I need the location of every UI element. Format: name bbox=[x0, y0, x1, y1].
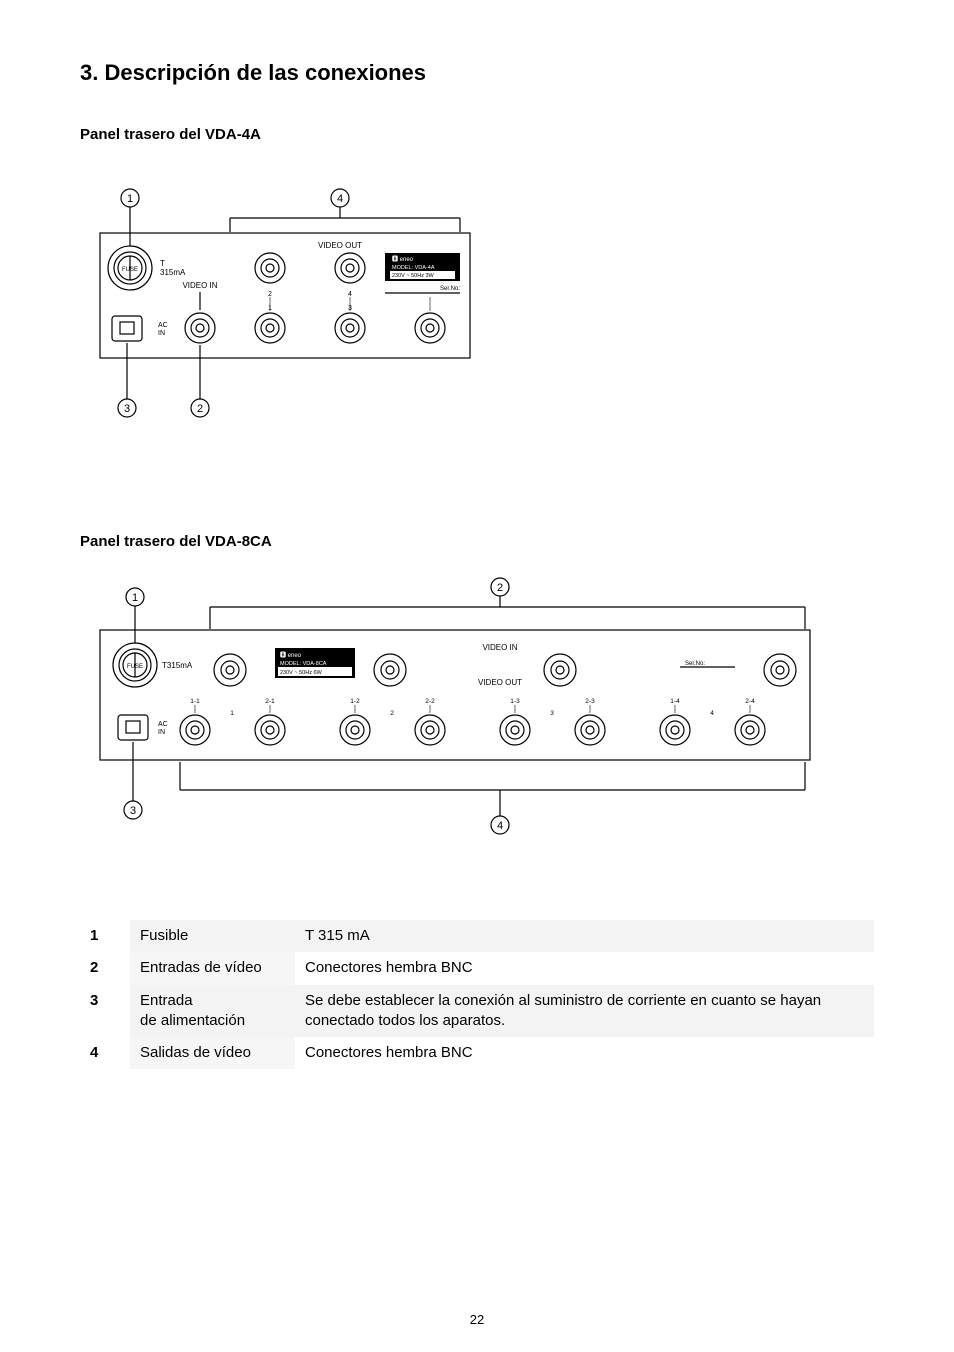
fuse-rating-8: T315mA bbox=[162, 661, 193, 670]
diagram-vda8ca-svg: FUSE T315mA AC IN 🅱 eneo MODEL: VDA-8CA … bbox=[80, 575, 830, 855]
section-title: 3. Descripción de las conexiones bbox=[80, 60, 874, 86]
description-table: 1 Fusible T 315 mA 2 Entradas de vídeo C… bbox=[80, 920, 874, 1069]
out-num-2: 2 bbox=[268, 291, 272, 298]
callout-1: 1 bbox=[127, 193, 133, 205]
svg-text:2: 2 bbox=[390, 710, 394, 717]
row-num: 1 bbox=[80, 920, 130, 952]
acin8-line1: AC bbox=[158, 721, 168, 728]
brand8-label: 🅱 eneo bbox=[280, 652, 302, 659]
table-row: 4 Salidas de vídeo Conectores hembra BNC bbox=[80, 1037, 874, 1069]
row-num: 2 bbox=[80, 952, 130, 984]
video-in8: VIDEO IN bbox=[482, 643, 517, 652]
svg-text:2-1: 2-1 bbox=[265, 698, 275, 705]
row-name: Entradade alimentación bbox=[130, 985, 295, 1038]
svg-text:2-2: 2-2 bbox=[425, 698, 435, 705]
svg-text:1-4: 1-4 bbox=[670, 698, 680, 705]
acin-line1: AC bbox=[158, 322, 168, 329]
bnc-video-in bbox=[185, 313, 215, 343]
fuse-rating-2: 315mA bbox=[160, 268, 186, 277]
video-out8: VIDEO OUT bbox=[478, 678, 522, 687]
row-desc: Se debe establecer la conexión al sumini… bbox=[295, 985, 874, 1038]
row-desc: T 315 mA bbox=[295, 920, 874, 952]
power8-label: 230V ~ 50Hz 6W bbox=[280, 670, 323, 676]
video-out-label: VIDEO OUT bbox=[318, 241, 362, 250]
svg-text:1-2: 1-2 bbox=[350, 698, 360, 705]
model-label: MODEL: VDA-4A bbox=[392, 265, 435, 271]
fuse-rating-1: T bbox=[160, 259, 165, 268]
page-number: 22 bbox=[0, 1312, 954, 1327]
callout8-1: 1 bbox=[132, 592, 138, 604]
svg-text:3: 3 bbox=[550, 710, 554, 717]
table-row: 3 Entradade alimentación Se debe estable… bbox=[80, 985, 874, 1038]
svg-text:2-3: 2-3 bbox=[585, 698, 595, 705]
row-num: 3 bbox=[80, 985, 130, 1038]
row-name: Fusible bbox=[130, 920, 295, 952]
diagram-vda8ca: FUSE T315mA AC IN 🅱 eneo MODEL: VDA-8CA … bbox=[80, 575, 874, 860]
out-num-4: 4 bbox=[348, 291, 352, 298]
power-label: 230V ~ 50Hz 3W bbox=[392, 273, 435, 279]
serno-label: Ser.No: bbox=[440, 286, 460, 292]
table-row: 2 Entradas de vídeo Conectores hembra BN… bbox=[80, 952, 874, 984]
svg-text:1: 1 bbox=[230, 710, 234, 717]
row-name: Salidas de vídeo bbox=[130, 1037, 295, 1069]
callout8-4: 4 bbox=[497, 820, 503, 832]
table-row: 1 Fusible T 315 mA bbox=[80, 920, 874, 952]
page: 3. Descripción de las conexiones Panel t… bbox=[0, 0, 954, 1352]
brand-label: 🅱 eneo bbox=[392, 256, 414, 263]
diagram-vda4a-svg: FUSE T 315mA AC IN VIDEO IN VIDEO OUT bbox=[80, 168, 510, 468]
callout8-2: 2 bbox=[497, 582, 503, 594]
svg-text:4: 4 bbox=[710, 710, 714, 717]
svg-text:1-1: 1-1 bbox=[190, 698, 200, 705]
svg-text:2-4: 2-4 bbox=[745, 698, 755, 705]
row-desc: Conectores hembra BNC bbox=[295, 952, 874, 984]
fuse-label: FUSE bbox=[122, 267, 138, 273]
row-name: Entradas de vídeo bbox=[130, 952, 295, 984]
acin-line2: IN bbox=[158, 330, 165, 337]
serno8-label: Ser.No: bbox=[685, 661, 705, 667]
row-desc: Conectores hembra BNC bbox=[295, 1037, 874, 1069]
callout-3: 3 bbox=[124, 403, 130, 415]
video-in-label: VIDEO IN bbox=[182, 281, 217, 290]
acin8-line2: IN bbox=[158, 729, 165, 736]
callout8-3: 3 bbox=[130, 805, 136, 817]
panel-vda4a-title: Panel trasero del VDA-4A bbox=[80, 126, 874, 143]
row-num: 4 bbox=[80, 1037, 130, 1069]
diagram-vda4a: FUSE T 315mA AC IN VIDEO IN VIDEO OUT bbox=[80, 168, 874, 473]
callout-4: 4 bbox=[337, 193, 343, 205]
model8-label: MODEL: VDA-8CA bbox=[280, 661, 327, 667]
svg-text:1-3: 1-3 bbox=[510, 698, 520, 705]
callout-2: 2 bbox=[197, 403, 203, 415]
panel-vda8ca-title: Panel trasero del VDA-8CA bbox=[80, 533, 874, 550]
fuse-label-8: FUSE bbox=[127, 664, 143, 670]
